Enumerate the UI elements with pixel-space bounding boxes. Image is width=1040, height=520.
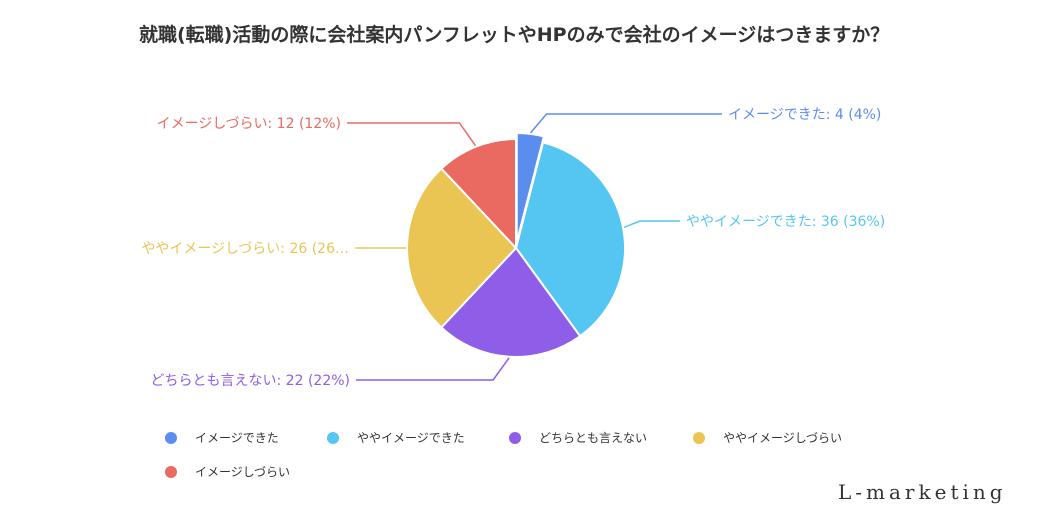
- legend-label-somewhat-imageable[interactable]: ややイメージできた: [357, 431, 465, 445]
- leader-lines: [347, 113, 722, 381]
- legend-label-hard[interactable]: イメージしづらい: [195, 465, 290, 479]
- slice-labels: イメージできた: 4 (4%) ややイメージできた: 36 (36%) どちらとも言…: [141, 107, 885, 389]
- leader-line-hard: [347, 122, 477, 147]
- legend-marker-somewhat-imageable[interactable]: [327, 432, 339, 444]
- leader-line-somewhat-imageable: [623, 220, 680, 229]
- brand-watermark: L-marketing: [838, 480, 1007, 504]
- leader-line-imageable: [529, 113, 722, 134]
- slice-label-neutral: どちらとも言えない: 22 (22%): [151, 373, 350, 389]
- slice-label-somewhat-imageable: ややイメージできた: 36 (36%): [686, 214, 885, 230]
- legend: イメージできた ややイメージできた どちらとも言えない ややイメージしづらいイメージし…: [165, 431, 842, 479]
- slice-label-somewhat-hard: ややイメージしづらい: 26 (26…: [141, 241, 349, 257]
- legend-marker-somewhat-hard[interactable]: [693, 432, 705, 444]
- legend-marker-imageable[interactable]: [165, 432, 177, 444]
- legend-label-somewhat-hard[interactable]: ややイメージしづらい: [723, 431, 842, 445]
- pie-slice-hard: [439, 137, 517, 251]
- legend-marker-hard[interactable]: [165, 466, 177, 478]
- legend-label-imageable[interactable]: イメージできた: [195, 431, 279, 445]
- pie-slices: [406, 132, 626, 358]
- legend-marker-neutral[interactable]: [509, 432, 521, 444]
- pie-slice-somewhat-hard: [406, 167, 518, 329]
- chart-title: 就職(転職)活動の際に会社案内パンフレットやHPのみで会社のイメージはつきますか…: [139, 24, 890, 46]
- slice-label-imageable: イメージできた: 4 (4%): [728, 107, 881, 123]
- pie-slice-somewhat-imageable: [514, 141, 626, 338]
- leader-line-neutral: [356, 357, 510, 381]
- pie-slice-neutral: [439, 246, 582, 358]
- legend-label-neutral[interactable]: どちらとも言えない: [539, 431, 647, 445]
- slice-label-hard: イメージしづらい: 12 (12%): [157, 116, 341, 132]
